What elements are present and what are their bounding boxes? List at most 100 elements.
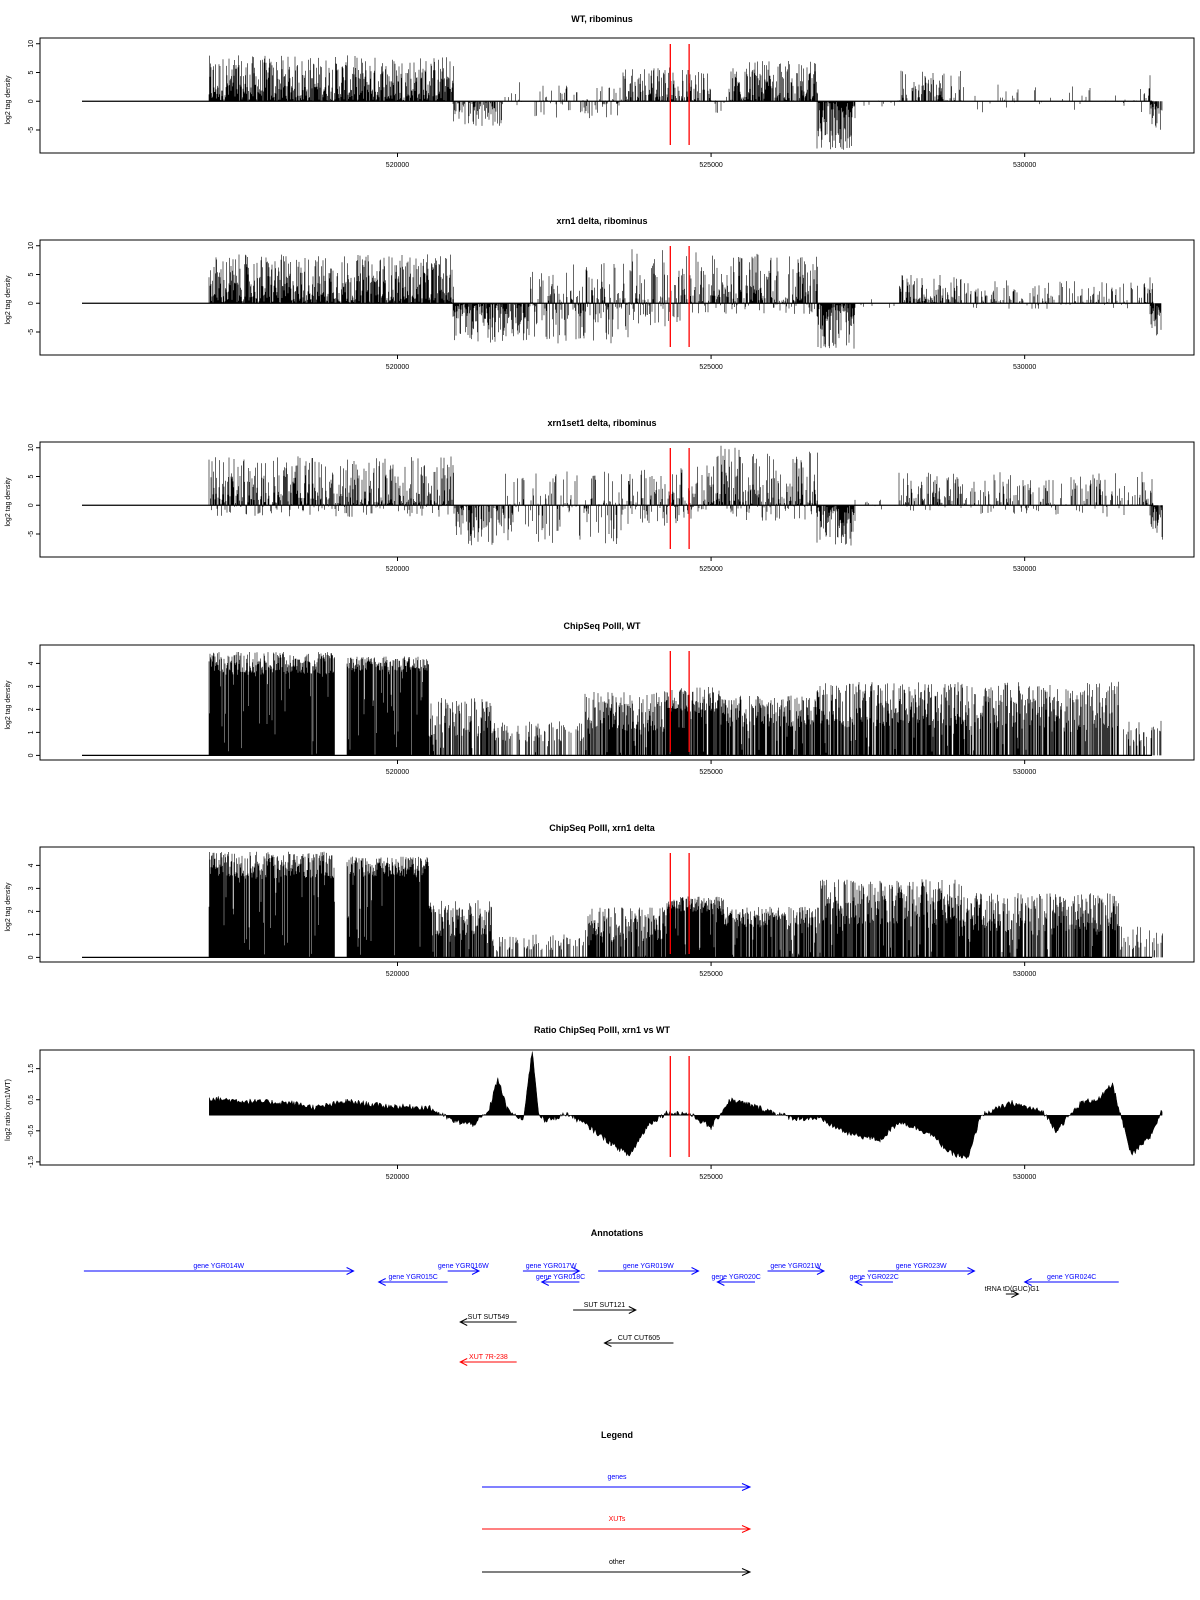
- data-marks: [82, 55, 1163, 150]
- plot-frame: [39, 37, 1195, 154]
- arrow-head-icon: [572, 1267, 581, 1275]
- x-axis: 520000 525000 530000: [386, 1165, 1036, 1181]
- y-tick-label: 2: [28, 707, 35, 711]
- x-tick-label: 520000: [386, 769, 409, 776]
- x-tick-label: 530000: [1013, 566, 1036, 573]
- legend-items: genes XUTs other: [482, 1474, 752, 1576]
- panel-title: xrn1set1 delta, ribominus: [547, 418, 656, 428]
- panel-chipseq-xrn1: ChipSeq PolII, xrn1 delta log2 tag densi…: [5, 823, 1195, 978]
- legend-item-xuts: XUTs: [482, 1516, 752, 1533]
- y-axis-label: log2 ratio (xrn1/WT): [5, 1079, 12, 1141]
- x-tick-label: 520000: [386, 1174, 409, 1181]
- arrow-head-icon: [741, 1525, 752, 1533]
- feature-label: XUT 7R-238: [469, 1354, 508, 1361]
- y-axis-label: log2 tag density: [5, 680, 12, 730]
- arrow-head-icon: [741, 1483, 752, 1491]
- y-tick-label: 0: [28, 955, 35, 959]
- y-tick-label: 0: [28, 753, 35, 757]
- plot-frame: [39, 441, 1195, 558]
- feature-label: gene YGR016W: [438, 1263, 489, 1270]
- x-axis: 520000 525000 530000: [386, 962, 1036, 978]
- feature-label: CUT CUT605: [618, 1335, 660, 1342]
- arrow-head-icon: [459, 1358, 468, 1366]
- panel-ratio-chipseq: Ratio ChipSeq PolII, xrn1 vs WT log2 rat…: [5, 1025, 1195, 1181]
- y-tick-label: 1: [28, 932, 35, 936]
- feature-label: gene YGR023W: [896, 1263, 947, 1270]
- y-tick-label: 0.5: [28, 1095, 35, 1105]
- y-tick-label: 2: [28, 909, 35, 913]
- panel-chipseq-wt: ChipSeq PolII, WT log2 tag density 0 1 2 3 4…: [5, 621, 1195, 776]
- data-marks: [82, 652, 1162, 757]
- feature-sut-sut121: SUT SUT121: [573, 1302, 637, 1314]
- ratio-area: [209, 1051, 1163, 1160]
- y-tick-label: 10: [28, 444, 35, 452]
- feature-gene-ygr017w: gene YGR017W: [522, 1263, 581, 1275]
- y-tick-label: 10: [28, 242, 35, 250]
- feature-label: gene YGR017W: [526, 1263, 577, 1270]
- y-axis-label: log2 tag density: [5, 477, 12, 527]
- y-axis-label: log2 tag density: [5, 882, 12, 932]
- feature-gene-ygr021w: gene YGR021W: [767, 1263, 826, 1275]
- arrow-head-icon: [716, 1278, 725, 1286]
- feature-label: gene YGR014W: [193, 1263, 244, 1270]
- y-axis: -1.5 -0.5 0.5 1.5: [28, 1064, 40, 1168]
- feature-label: tRNA tD(GUC)G1: [985, 1286, 1040, 1293]
- feature-label: gene YGR015C: [389, 1274, 438, 1281]
- y-tick-label: 0: [28, 503, 35, 507]
- x-tick-label: 520000: [386, 364, 409, 371]
- arrow-head-icon: [1023, 1278, 1032, 1286]
- feature-label: SUT SUT121: [584, 1302, 626, 1309]
- panel-title: WT, ribominus: [571, 14, 633, 24]
- feature-gene-ygr023w: gene YGR023W: [867, 1263, 976, 1275]
- x-tick-label: 520000: [386, 971, 409, 978]
- y-tick-label: -5: [28, 329, 35, 335]
- feature-label: gene YGR020C: [712, 1274, 761, 1281]
- plot-frame: [39, 239, 1195, 356]
- data-marks: [82, 851, 1163, 959]
- x-tick-label: 530000: [1013, 1174, 1036, 1181]
- feature-gene-ygr018c: gene YGR018C: [536, 1274, 585, 1286]
- arrow-head-icon: [741, 1568, 752, 1576]
- x-tick-label: 530000: [1013, 971, 1036, 978]
- arrow-head-icon: [603, 1339, 612, 1347]
- feature-xut-7r-238: XUT 7R-238: [459, 1354, 517, 1366]
- y-tick-label: 5: [28, 70, 35, 74]
- x-axis: 520000 525000 530000: [386, 557, 1036, 573]
- x-tick-label: 525000: [699, 971, 722, 978]
- y-axis: 0 1 2 3 4: [28, 863, 40, 959]
- x-tick-label: 520000: [386, 566, 409, 573]
- arrow-head-icon: [377, 1278, 386, 1286]
- feature-label: gene YGR019W: [623, 1263, 674, 1270]
- y-tick-label: 5: [28, 474, 35, 478]
- signal-bars: [208, 249, 1162, 349]
- feature-label: gene YGR024C: [1047, 1274, 1096, 1281]
- legend: Legend genes XUTs other: [482, 1430, 752, 1576]
- signal-bars: [208, 652, 1162, 756]
- panel-title: xrn1 delta, ribominus: [556, 216, 647, 226]
- feature-label: gene YGR022C: [849, 1274, 898, 1281]
- x-axis: 520000 525000 530000: [386, 355, 1036, 371]
- signal-bars: [208, 445, 1163, 546]
- panel-xrn1-ribominus: xrn1 delta, ribominus log2 tag density -…: [5, 216, 1195, 371]
- arrow-head-icon: [628, 1306, 637, 1314]
- y-tick-label: 3: [28, 684, 35, 688]
- y-tick-label: 4: [28, 661, 35, 665]
- annotations-title: Annotations: [591, 1228, 644, 1238]
- arrow-head-icon: [1011, 1290, 1020, 1298]
- x-tick-label: 530000: [1013, 364, 1036, 371]
- x-tick-label: 530000: [1013, 769, 1036, 776]
- y-tick-label: 0: [28, 301, 35, 305]
- feature-gene-ygr014w: gene YGR014W: [83, 1263, 355, 1275]
- panel-title: ChipSeq PolII, xrn1 delta: [549, 823, 656, 833]
- arrow-head-icon: [691, 1267, 700, 1275]
- y-tick-label: 3: [28, 886, 35, 890]
- feature-cut-cut605: CUT CUT605: [603, 1335, 674, 1347]
- arrow-head-icon: [459, 1318, 468, 1326]
- feature-label: SUT SUT549: [468, 1314, 510, 1321]
- y-axis: -5 0 5 10: [28, 444, 40, 537]
- data-marks: [82, 445, 1163, 546]
- legend-item-genes: genes: [482, 1474, 752, 1491]
- legend-title: Legend: [601, 1430, 633, 1440]
